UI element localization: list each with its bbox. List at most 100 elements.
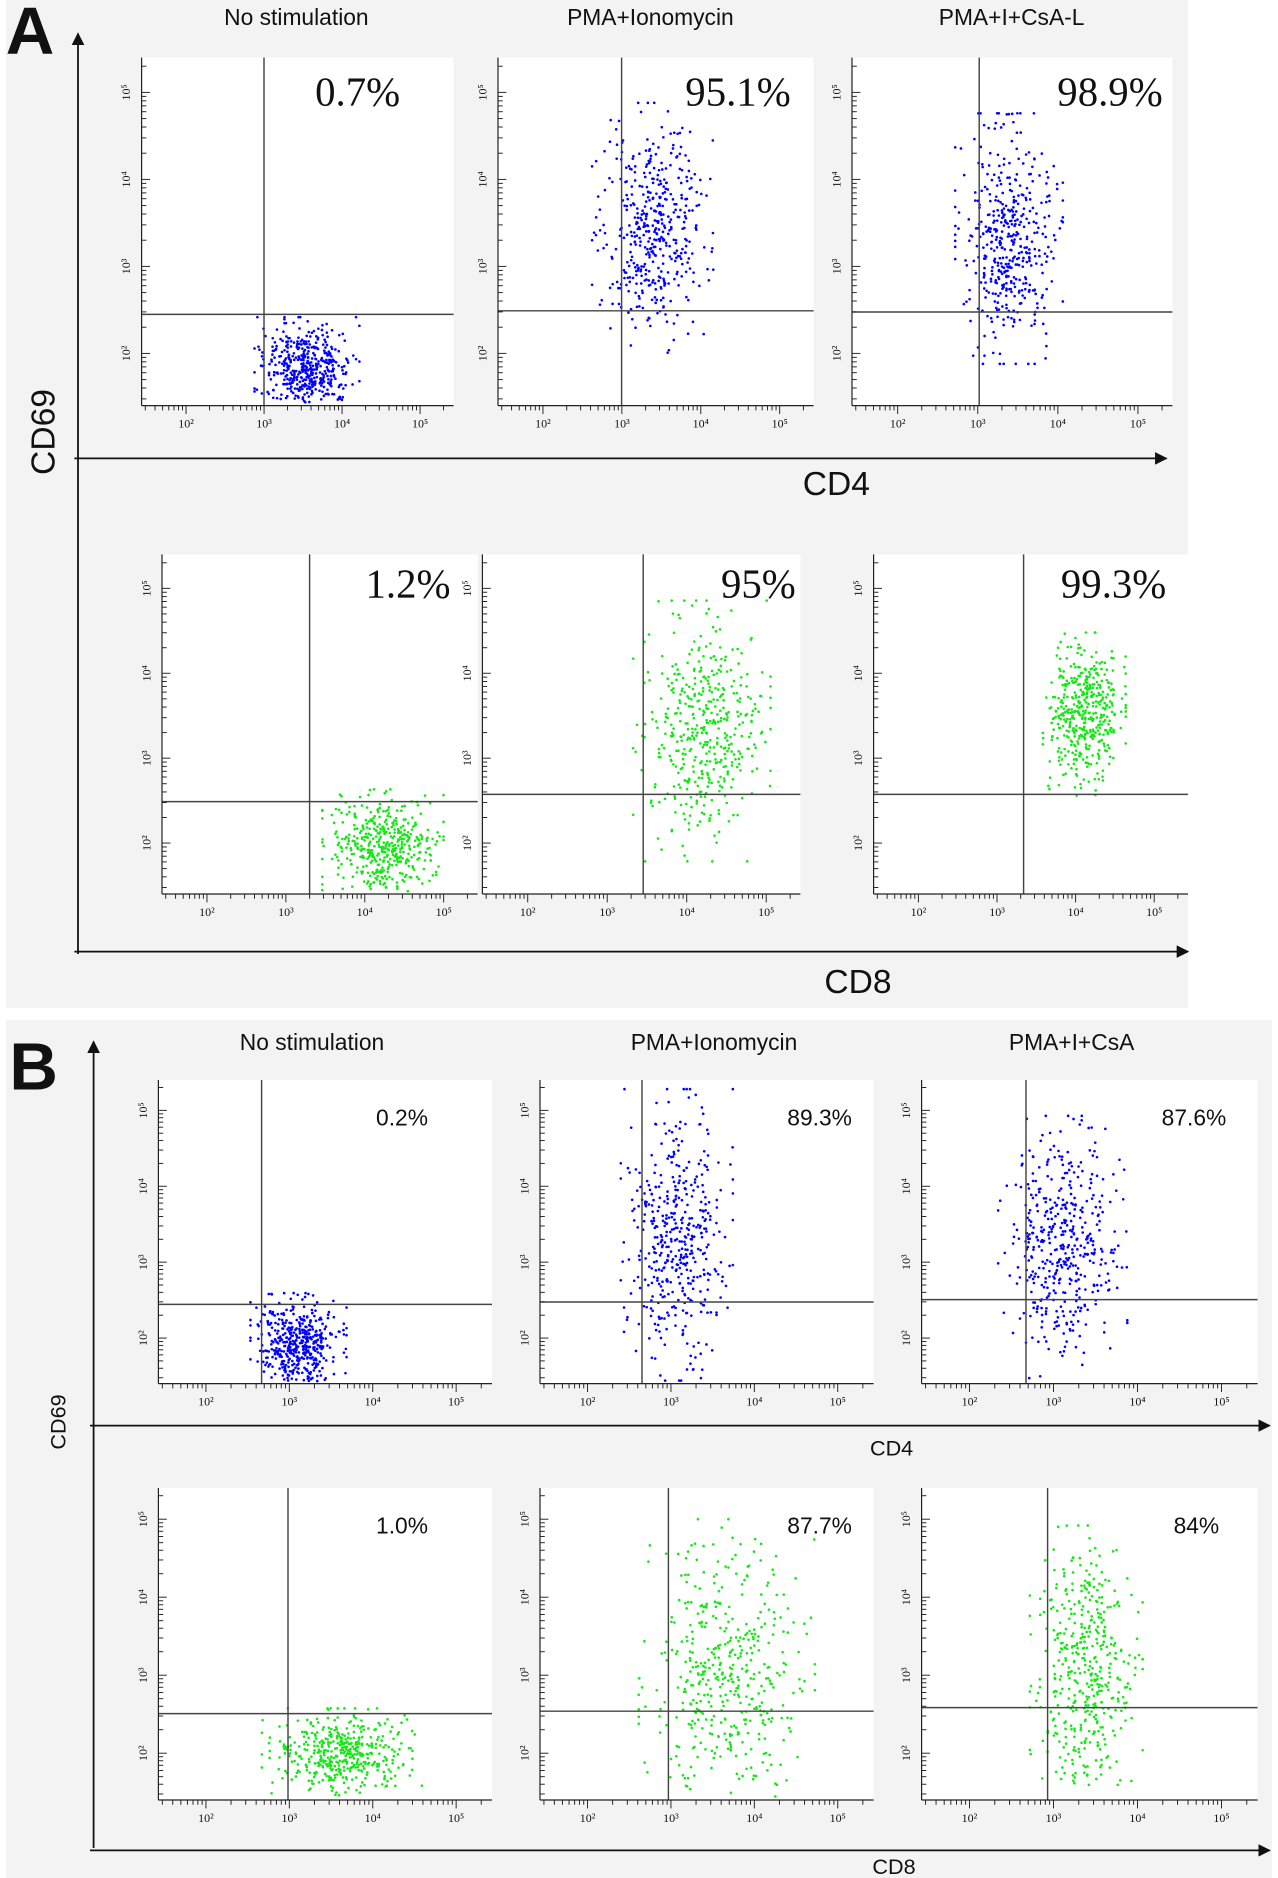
- event-dot: [298, 1327, 301, 1331]
- event-dot: [289, 1321, 293, 1325]
- event-dot: [1051, 1262, 1054, 1266]
- event-dot: [1040, 263, 1044, 267]
- event-dot: [407, 864, 411, 868]
- event-dot: [310, 1325, 314, 1329]
- event-dot: [264, 334, 267, 338]
- event-dot: [400, 842, 404, 846]
- event-dot: [1118, 1158, 1121, 1162]
- event-dot: [380, 1739, 384, 1742]
- event-dot: [1052, 234, 1056, 237]
- event-dot: [719, 664, 723, 668]
- event-dot: [708, 817, 712, 820]
- event-dot: [1025, 237, 1029, 241]
- event-dot: [754, 707, 757, 711]
- event-dot: [1012, 282, 1016, 285]
- event-dot: [1075, 724, 1078, 728]
- event-dot: [1069, 711, 1072, 715]
- event-dot: [1074, 757, 1078, 761]
- event-dot: [1034, 1272, 1037, 1275]
- event-dot: [400, 809, 403, 813]
- event-dot: [289, 1297, 293, 1301]
- event-dot: [307, 1332, 311, 1335]
- event-dot: [719, 1188, 723, 1192]
- event-dot: [1018, 184, 1022, 187]
- event-dot: [697, 660, 701, 663]
- event-dot: [288, 1370, 292, 1373]
- event-dot: [318, 381, 322, 384]
- event-dot: [647, 633, 651, 636]
- event-dot: [724, 1284, 728, 1288]
- event-dot: [722, 765, 726, 769]
- event-dot: [659, 287, 663, 290]
- event-dot: [1104, 1127, 1107, 1131]
- event-dot: [319, 1339, 323, 1342]
- event-dot: [643, 1192, 646, 1195]
- event-dot: [1067, 762, 1070, 766]
- event-dot: [350, 1761, 354, 1765]
- event-dot: [687, 696, 691, 700]
- event-dot: [1107, 1288, 1111, 1291]
- event-dot: [326, 1716, 330, 1720]
- event-dot: [626, 1166, 630, 1170]
- event-dot: [1043, 225, 1047, 228]
- event-dot: [666, 1157, 670, 1160]
- event-dot: [650, 1281, 654, 1285]
- event-dot: [403, 804, 407, 808]
- column-title: PMA+I+CsA-L: [939, 4, 1085, 30]
- event-dot: [336, 836, 339, 839]
- event-dot: [1124, 742, 1128, 745]
- x-tick-label: 10⁴: [746, 1395, 762, 1409]
- event-dot: [672, 131, 676, 135]
- event-dot: [1065, 1201, 1069, 1204]
- x-tick-label: 10⁴: [679, 905, 695, 919]
- event-dot: [989, 316, 993, 320]
- event-dot: [1078, 682, 1082, 686]
- event-dot: [744, 714, 748, 717]
- event-dot: [289, 1309, 293, 1312]
- event-dot: [678, 1258, 682, 1262]
- event-dot: [1081, 1210, 1084, 1214]
- column-title: PMA+I+CsA: [1009, 1029, 1135, 1055]
- event-dot: [1095, 661, 1098, 664]
- event-dot: [664, 1261, 667, 1264]
- event-dot: [1065, 1171, 1069, 1175]
- event-dot: [1101, 769, 1105, 772]
- event-dot: [631, 657, 635, 661]
- event-dot: [1002, 283, 1006, 286]
- event-dot: [642, 233, 646, 237]
- event-dot: [669, 163, 672, 167]
- event-dot: [679, 803, 683, 807]
- event-dot: [717, 727, 721, 730]
- event-dot: [1000, 230, 1004, 233]
- event-dot: [332, 1315, 336, 1319]
- event-dot: [1059, 669, 1062, 673]
- event-dot: [340, 862, 343, 866]
- event-dot: [666, 215, 670, 218]
- event-dot: [668, 255, 672, 258]
- event-dot: [648, 253, 651, 257]
- event-dot: [1040, 296, 1044, 299]
- event-dot: [315, 1374, 319, 1378]
- event-dot: [639, 1185, 642, 1189]
- event-dot: [1112, 728, 1115, 732]
- event-dot: [646, 318, 649, 322]
- event-dot: [279, 1336, 282, 1340]
- event-dot: [994, 195, 998, 198]
- event-dot: [1033, 231, 1036, 235]
- event-dot: [348, 805, 351, 809]
- event-dot: [358, 360, 361, 363]
- event-dot: [710, 669, 714, 673]
- event-dot: [1067, 730, 1071, 733]
- event-dot: [321, 1322, 324, 1326]
- event-dot: [1029, 172, 1033, 176]
- event-dot: [667, 1100, 670, 1104]
- x-tick-label: 10³: [282, 1395, 298, 1409]
- event-dot: [1029, 1273, 1033, 1277]
- event-dot: [1090, 1197, 1094, 1201]
- event-dot: [1032, 1306, 1036, 1310]
- event-dot: [343, 837, 347, 841]
- event-dot: [669, 132, 673, 135]
- event-dot: [1090, 667, 1094, 670]
- event-dot: [644, 1200, 647, 1204]
- event-dot: [657, 755, 661, 759]
